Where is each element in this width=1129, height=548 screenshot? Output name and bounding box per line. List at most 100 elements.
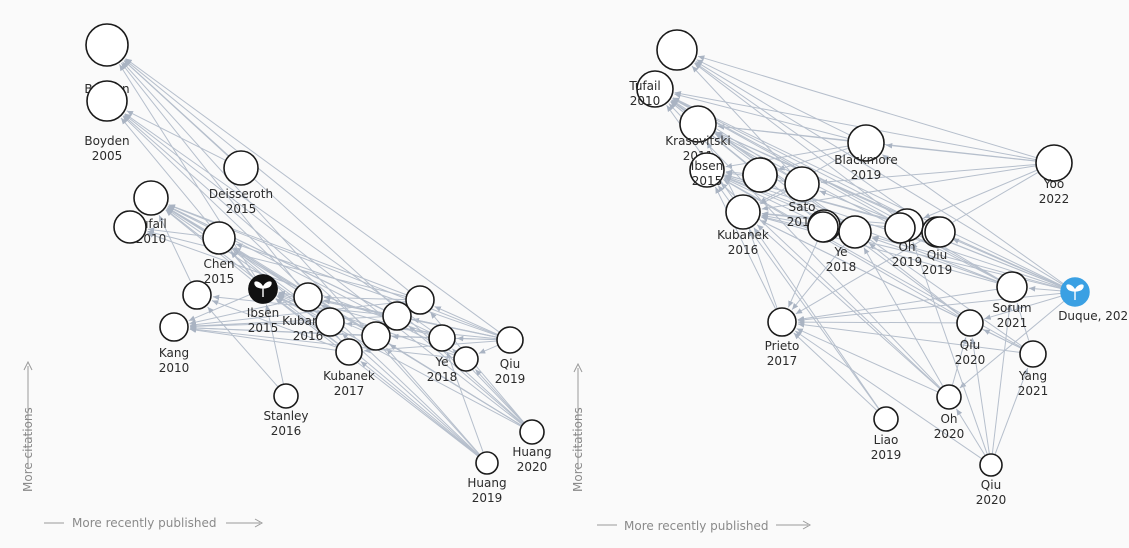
qiu-2020-node-circle[interactable] bbox=[979, 453, 1003, 477]
right-x-axis-label: More recently published bbox=[624, 519, 769, 533]
seed-ibsen-2015-node[interactable] bbox=[248, 274, 278, 304]
blackmore-2019-node-circle[interactable] bbox=[847, 124, 885, 162]
sato-2018-node[interactable] bbox=[784, 166, 820, 202]
deisseroth-2015-node[interactable] bbox=[223, 150, 259, 186]
qiu-2020-node[interactable] bbox=[956, 309, 984, 337]
paper-node-circle[interactable] bbox=[924, 216, 956, 248]
kubanek-2016-node[interactable] bbox=[293, 282, 323, 312]
paper-node[interactable] bbox=[361, 321, 391, 351]
paper-node[interactable] bbox=[315, 307, 345, 337]
paper-node-circle[interactable] bbox=[742, 157, 778, 193]
qiu-2019-node[interactable] bbox=[496, 326, 524, 354]
ye-2018-node[interactable] bbox=[428, 324, 456, 352]
qiu-2019-node-circle[interactable] bbox=[496, 326, 524, 354]
kubanek-2017-node[interactable] bbox=[335, 338, 363, 366]
blackmore-2019-node[interactable] bbox=[847, 124, 885, 162]
kubanek-2016-node[interactable] bbox=[725, 194, 761, 230]
yang-2021-node[interactable] bbox=[1019, 340, 1047, 368]
kang-2010-node-circle[interactable] bbox=[159, 312, 189, 342]
deisseroth-2015-node-circle[interactable] bbox=[223, 150, 259, 186]
oh-2020-node-circle[interactable] bbox=[936, 384, 962, 410]
paper-node[interactable] bbox=[807, 211, 839, 243]
yang-2021-node-label: Yang 2021 bbox=[1018, 369, 1049, 398]
boyden-2005-node[interactable] bbox=[86, 80, 128, 122]
paper-node-circle[interactable] bbox=[382, 301, 412, 331]
kubanek-2016-node-circle[interactable] bbox=[293, 282, 323, 312]
paper-node[interactable] bbox=[656, 29, 698, 71]
kubanek-2016-node-circle[interactable] bbox=[725, 194, 761, 230]
paper-node[interactable] bbox=[884, 212, 916, 244]
ye-2018-node[interactable] bbox=[838, 215, 872, 249]
citation-edge bbox=[668, 103, 942, 389]
qiu-2020-node[interactable] bbox=[979, 453, 1003, 477]
paper-node-circle[interactable] bbox=[113, 210, 147, 244]
oh-2020-node[interactable] bbox=[936, 384, 962, 410]
sato-2018-node-circle[interactable] bbox=[784, 166, 820, 202]
paper-node-circle[interactable] bbox=[405, 285, 435, 315]
citation-edge bbox=[912, 241, 988, 455]
paper-node[interactable] bbox=[453, 346, 479, 372]
paper-node-circle[interactable] bbox=[182, 280, 212, 310]
huang-2020-node[interactable] bbox=[519, 419, 545, 445]
stanley-2016-node[interactable] bbox=[273, 383, 299, 409]
citation-edge bbox=[984, 295, 1062, 320]
ibsen-2015-node-circle[interactable] bbox=[689, 152, 725, 188]
boyden-2005-node-circle[interactable] bbox=[85, 23, 129, 67]
ye-2018-node-circle[interactable] bbox=[428, 324, 456, 352]
huang-2020-node-circle[interactable] bbox=[519, 419, 545, 445]
seed-ibsen-2015-node-year: 2015 bbox=[248, 321, 279, 335]
seedling-icon bbox=[254, 281, 272, 297]
kang-2010-node-author: Kang bbox=[159, 346, 189, 360]
paper-node-circle[interactable] bbox=[315, 307, 345, 337]
citation-edge bbox=[694, 62, 925, 224]
paper-node-circle[interactable] bbox=[453, 346, 479, 372]
paper-node[interactable] bbox=[924, 216, 956, 248]
paper-node[interactable] bbox=[113, 210, 147, 244]
kubanek-2017-node-circle[interactable] bbox=[335, 338, 363, 366]
up-arrow-icon bbox=[23, 360, 33, 371]
citation-edge bbox=[412, 317, 498, 338]
chen-2015-node-circle[interactable] bbox=[202, 221, 236, 255]
citation-edge bbox=[1028, 286, 1062, 292]
chen-2015-node[interactable] bbox=[202, 221, 236, 255]
paper-node-circle[interactable] bbox=[361, 321, 391, 351]
huang-2019-node[interactable] bbox=[475, 451, 499, 475]
citation-edge bbox=[820, 164, 1037, 185]
citation-edge bbox=[275, 298, 479, 457]
deisseroth-2015-node-year: 2015 bbox=[226, 202, 257, 216]
liao-2019-node-circle[interactable] bbox=[873, 406, 899, 432]
sorum-2021-node[interactable] bbox=[996, 271, 1028, 303]
paper-node[interactable] bbox=[182, 280, 212, 310]
huang-2020-node-author: Huang bbox=[512, 445, 551, 459]
ibsen-2015-node[interactable] bbox=[689, 152, 725, 188]
yoo-2022-node-circle[interactable] bbox=[1035, 144, 1073, 182]
krasovitski-2011-node[interactable] bbox=[679, 105, 717, 143]
boyden-2005-node[interactable] bbox=[85, 23, 129, 67]
huang-2019-node-circle[interactable] bbox=[475, 451, 499, 475]
tufail-2010-node-circle[interactable] bbox=[133, 180, 169, 216]
paper-node[interactable] bbox=[405, 285, 435, 315]
paper-node-circle[interactable] bbox=[656, 29, 698, 71]
paper-node-circle[interactable] bbox=[807, 211, 839, 243]
yang-2021-node-circle[interactable] bbox=[1019, 340, 1047, 368]
prieto-2017-node[interactable] bbox=[767, 307, 797, 337]
tufail-2010-node[interactable] bbox=[636, 70, 674, 108]
paper-node[interactable] bbox=[382, 301, 412, 331]
seed-duque-2022-node[interactable] bbox=[1060, 277, 1090, 307]
citation-edge bbox=[723, 177, 810, 220]
liao-2019-node-year: 2019 bbox=[871, 448, 902, 462]
yoo-2022-node[interactable] bbox=[1035, 144, 1073, 182]
stanley-2016-node-circle[interactable] bbox=[273, 383, 299, 409]
prieto-2017-node-circle[interactable] bbox=[767, 307, 797, 337]
tufail-2010-node[interactable] bbox=[133, 180, 169, 216]
paper-node-circle[interactable] bbox=[884, 212, 916, 244]
kang-2010-node[interactable] bbox=[159, 312, 189, 342]
boyden-2005-node-circle[interactable] bbox=[86, 80, 128, 122]
sorum-2021-node-circle[interactable] bbox=[996, 271, 1028, 303]
qiu-2020-node-circle[interactable] bbox=[956, 309, 984, 337]
tufail-2010-node-circle[interactable] bbox=[636, 70, 674, 108]
paper-node[interactable] bbox=[742, 157, 778, 193]
liao-2019-node[interactable] bbox=[873, 406, 899, 432]
krasovitski-2011-node-circle[interactable] bbox=[679, 105, 717, 143]
ye-2018-node-circle[interactable] bbox=[838, 215, 872, 249]
